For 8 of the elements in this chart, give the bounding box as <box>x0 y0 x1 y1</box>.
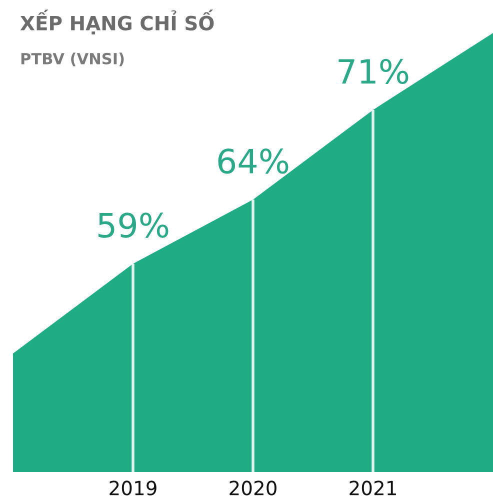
chart-title: XẾP HẠNG CHỈ SỐ <box>20 10 214 34</box>
x-tick-label: 2019 <box>110 480 156 496</box>
text: PTBV (VNSI) <box>21 52 124 66</box>
data-label: 64% <box>218 148 288 174</box>
data-label: 59% <box>98 212 168 238</box>
x-tick-label: 2021 <box>350 480 396 496</box>
data-label: 71% <box>338 58 408 84</box>
x-tick-label: 2020 <box>230 480 276 496</box>
